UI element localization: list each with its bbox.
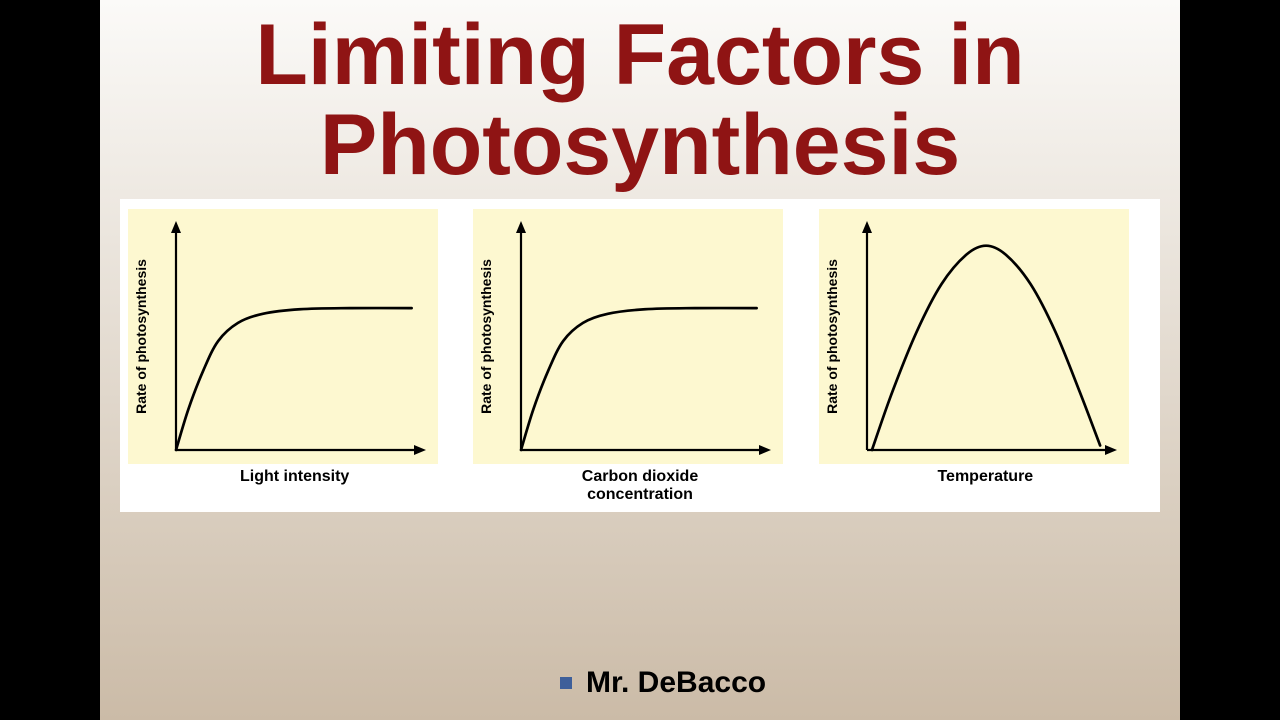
title-line-1: Limiting Factors in — [255, 7, 1024, 103]
bullet-square-icon — [560, 677, 572, 689]
chart-co2-xlabel: Carbon dioxideconcentration — [582, 468, 698, 505]
chart-temperature: Rate of photosynthesis — [819, 209, 1129, 464]
author-name: Mr. DeBacco — [586, 666, 766, 700]
chart-panel-light: Rate of photosynthesis Light intensity — [128, 209, 461, 486]
title-line-2: Photosynthesis — [320, 97, 960, 193]
author-row: Mr. DeBacco — [120, 666, 1160, 700]
chart-panel-co2: Rate of photosynthesis Carbon dioxideconc… — [473, 209, 806, 505]
chart-co2-ylabel: Rate of photosynthesis — [478, 258, 494, 413]
slide: Limiting Factors in Photosynthesis Rate … — [100, 0, 1180, 720]
chart-co2: Rate of photosynthesis — [473, 209, 783, 464]
chart-temperature-xlabel: Temperature — [937, 468, 1033, 486]
charts-strip: Rate of photosynthesisLight intensityRat… — [120, 199, 1160, 513]
slide-title: Limiting Factors in Photosynthesis — [120, 10, 1160, 199]
chart-light: Rate of photosynthesis — [128, 209, 438, 464]
chart-light-xlabel: Light intensity — [240, 468, 349, 486]
chart-light-ylabel: Rate of photosynthesis — [133, 258, 149, 413]
chart-panel-temperature: Rate of photosynthesis Temperature — [819, 209, 1152, 486]
chart-temperature-ylabel: Rate of photosynthesis — [824, 258, 840, 413]
